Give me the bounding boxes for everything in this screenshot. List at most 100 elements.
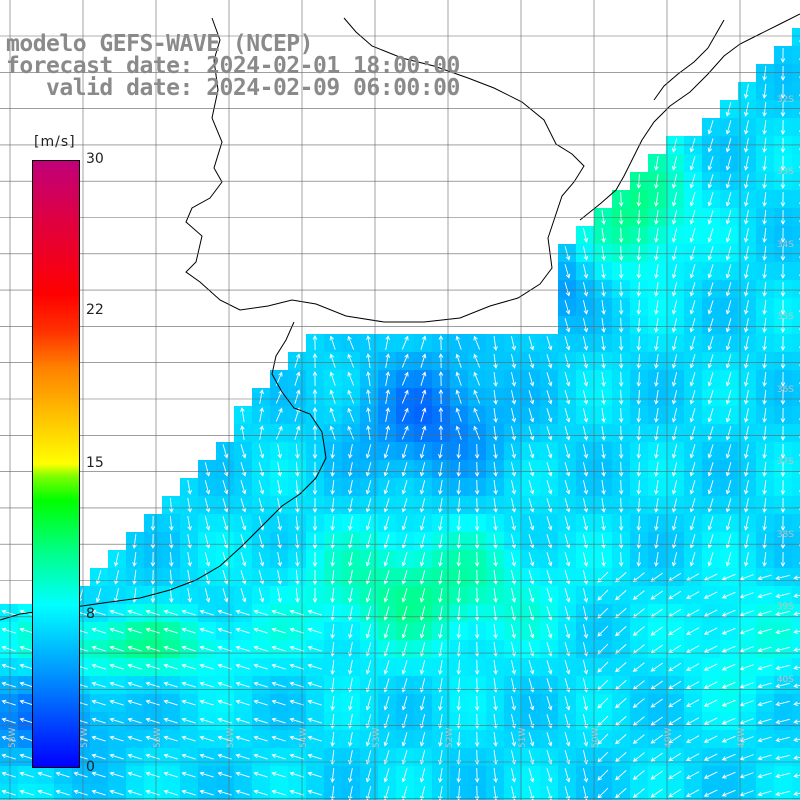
wind-arrow	[474, 551, 480, 567]
wind-arrow	[668, 662, 682, 672]
wind-arrow	[181, 663, 196, 670]
wind-arrow	[654, 228, 659, 243]
wind-arrow	[271, 699, 286, 706]
wind-arrow	[707, 444, 714, 459]
wind-arrow	[601, 246, 606, 261]
wind-arrow	[455, 425, 462, 440]
wind-arrow	[217, 735, 232, 742]
wind-arrow	[721, 681, 736, 689]
wind-arrow	[383, 570, 390, 585]
wind-arrow	[564, 696, 571, 711]
wind-arrow	[671, 408, 678, 423]
wind-arrow	[187, 480, 192, 495]
wind-arrow	[511, 606, 517, 621]
wind-arrow	[295, 461, 300, 477]
wind-arrow	[528, 444, 535, 459]
wind-arrow	[312, 515, 318, 531]
wind-arrow	[109, 681, 124, 688]
wind-speed-cell	[792, 298, 800, 317]
wind-arrow	[330, 623, 335, 639]
wind-arrow	[780, 515, 786, 531]
wind-arrow	[235, 663, 250, 670]
wind-arrow	[169, 569, 174, 585]
wind-speed-cell	[630, 784, 649, 800]
wind-arrow	[383, 534, 390, 549]
wind-arrow	[686, 645, 700, 653]
wind-arrow	[775, 610, 790, 617]
wind-arrow	[401, 371, 409, 386]
wind-arrow	[401, 516, 408, 531]
wind-arrow	[127, 789, 142, 796]
wind-arrow	[618, 263, 624, 279]
wind-arrow	[277, 462, 282, 477]
wind-arrow	[757, 754, 772, 761]
wind-arrow	[762, 317, 767, 333]
wind-arrow	[113, 552, 119, 567]
wind-arrow	[793, 593, 800, 598]
wind-arrow	[618, 443, 624, 459]
wind-arrow	[528, 408, 535, 423]
wind-arrow	[199, 645, 214, 652]
wind-speed-cell	[792, 370, 800, 389]
wind-arrow	[19, 771, 34, 778]
wind-arrow	[474, 605, 480, 621]
wind-arrow	[757, 574, 772, 581]
wind-arrow	[601, 552, 606, 567]
wind-arrow	[668, 770, 682, 780]
wind-arrow	[686, 771, 700, 779]
wind-arrow	[493, 624, 498, 639]
wind-arrow	[145, 699, 160, 706]
wind-arrow	[780, 407, 786, 423]
wind-arrow	[703, 699, 718, 707]
wind-arrow	[289, 663, 304, 670]
wind-arrow	[780, 155, 786, 171]
wind-arrow	[762, 353, 767, 369]
wind-speed-cell	[648, 784, 667, 800]
wind-arrow	[277, 588, 282, 603]
wind-arrow	[330, 479, 335, 495]
wind-arrow	[187, 534, 192, 549]
wind-arrow	[618, 497, 624, 513]
wind-arrow	[511, 462, 517, 477]
wind-arrow	[187, 516, 192, 531]
wind-speed-cell	[18, 784, 37, 800]
wind-arrow	[762, 335, 767, 351]
wind-arrow	[277, 444, 282, 459]
wind-arrow	[347, 480, 353, 495]
wind-arrow	[689, 372, 696, 387]
wind-arrow	[689, 444, 696, 459]
wind-speed-cell	[792, 28, 800, 47]
wind-speed-cell	[792, 226, 800, 245]
wind-speed-cell	[792, 46, 800, 65]
wind-speed-cell	[72, 784, 91, 800]
wind-arrow	[145, 609, 160, 616]
wind-arrow	[743, 84, 749, 99]
wind-arrow	[743, 372, 749, 387]
wind-arrow	[725, 498, 732, 513]
wind-arrow	[725, 228, 732, 243]
wind-arrow	[793, 611, 800, 616]
wind-arrow	[721, 663, 736, 671]
wind-arrow	[511, 660, 517, 675]
wind-arrow	[601, 462, 606, 477]
wind-arrow	[528, 480, 535, 495]
wind-arrow	[564, 300, 571, 315]
wind-arrow	[456, 551, 462, 567]
wind-arrow	[632, 752, 645, 762]
wind-arrow	[199, 789, 214, 796]
wind-arrow	[385, 389, 390, 404]
wind-arrow	[271, 609, 286, 616]
wind-arrow	[181, 753, 196, 760]
wind-arrow	[689, 210, 696, 225]
wind-arrow	[707, 336, 714, 351]
wind-arrow	[289, 609, 304, 616]
wind-arrow	[493, 534, 498, 549]
wind-arrow	[780, 389, 786, 405]
wind-speed-cell	[792, 532, 800, 551]
wind-arrow	[347, 624, 353, 639]
wind-arrow	[109, 609, 124, 616]
wind-arrow	[511, 498, 517, 513]
wind-arrow	[150, 569, 156, 585]
wind-arrow	[277, 516, 282, 531]
wind-arrow	[240, 588, 247, 603]
